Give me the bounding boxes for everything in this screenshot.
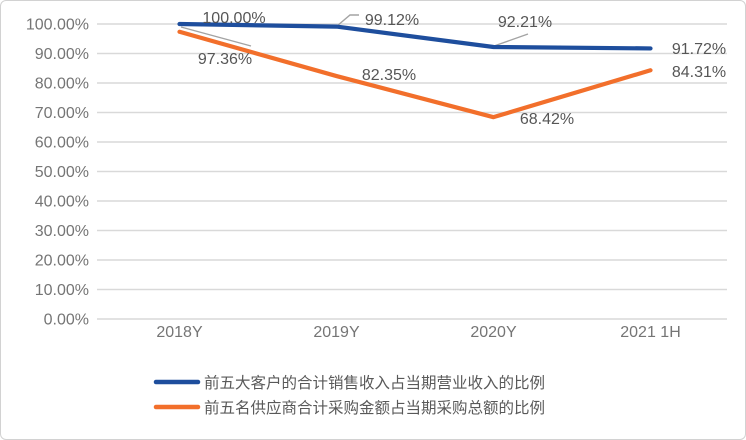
- legend: 前五大客户的合计销售收入占当期营业收入的比例 前五名供应商合计采购金额占当期采购…: [153, 374, 545, 417]
- y-tick-label: 10.00%: [35, 282, 89, 299]
- data-label: 92.21%: [498, 14, 552, 31]
- y-tick-label: 90.00%: [35, 46, 89, 63]
- y-tick-label: 30.00%: [35, 223, 89, 240]
- data-label: 97.36%: [198, 51, 252, 68]
- data-label-leader-line: [336, 14, 359, 27]
- data-label: 84.31%: [672, 64, 726, 81]
- data-labels-group: 100.00% 99.12% 92.21% 91.72% 97.36% 82.35% 68.…: [198, 10, 726, 128]
- x-tick-label: 2021 1H: [620, 324, 681, 341]
- x-tick-label: 2018Y: [156, 324, 203, 341]
- y-axis-labels-group: 0.00% 10.00% 20.00% 30.00% 40.00% 50.00% 60.00…: [26, 17, 89, 329]
- y-tick-label: 70.00%: [35, 105, 89, 122]
- data-label: 82.35%: [362, 67, 416, 84]
- legend-label-suppliers: 前五名供应商合计采购金额占当期采购总额的比例: [204, 398, 545, 417]
- data-label-leader-line: [180, 26, 252, 47]
- legend-item-customers: 前五大客户的合计销售收入占当期营业收入的比例: [153, 374, 545, 392]
- data-label: 100.00%: [202, 10, 265, 27]
- legend-label-customers: 前五大客户的合计销售收入占当期营业收入的比例: [204, 374, 545, 392]
- legend-item-suppliers: 前五名供应商合计采购金额占当期采购总额的比例: [153, 398, 545, 417]
- data-label: 91.72%: [672, 41, 726, 58]
- x-tick-label: 2020Y: [470, 324, 517, 341]
- y-tick-label: 20.00%: [35, 253, 89, 270]
- y-tick-label: 50.00%: [35, 164, 89, 181]
- series-lines-group: [177, 21, 653, 120]
- series-line-top5-customers: [177, 21, 653, 51]
- y-tick-label: 60.00%: [35, 135, 89, 152]
- y-tick-label: 0.00%: [44, 312, 89, 329]
- data-label-leader-line: [493, 33, 529, 47]
- y-tick-label: 80.00%: [35, 76, 89, 93]
- data-label: 68.42%: [520, 111, 574, 128]
- x-tick-label: 2019Y: [313, 324, 360, 341]
- y-tick-label: 40.00%: [35, 194, 89, 211]
- data-label: 99.12%: [365, 12, 419, 29]
- series-line-top5-suppliers: [177, 29, 653, 120]
- y-tick-label: 100.00%: [26, 17, 89, 34]
- x-axis-labels-group: 2018Y 2019Y 2020Y 2021 1H: [156, 324, 680, 341]
